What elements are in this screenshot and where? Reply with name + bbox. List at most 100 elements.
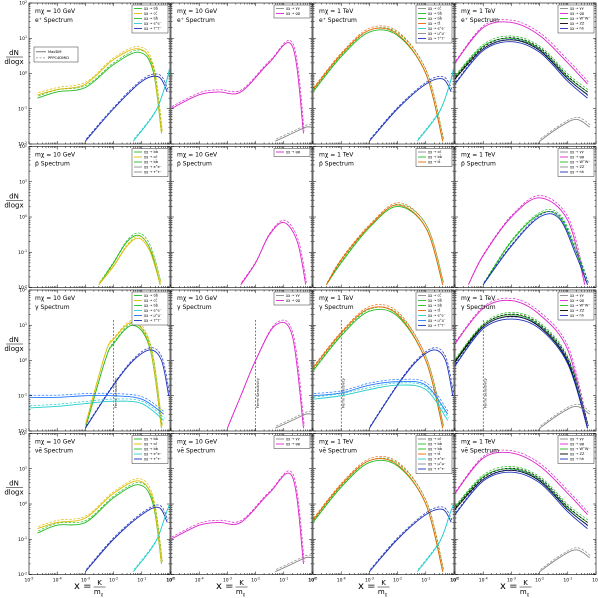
legend-entry: χχ → cc̄ xyxy=(428,7,442,11)
x-tick-label: 10-4 xyxy=(337,577,346,584)
curves xyxy=(468,195,589,285)
series-line-pppc xyxy=(455,467,589,524)
x-tick-label: 10-5 xyxy=(451,577,460,584)
series-line-pppc xyxy=(455,469,589,527)
panel-mass-label: mχ = 10 GeV xyxy=(35,152,76,159)
legend-entry: χχ → e⁺e⁻ xyxy=(144,165,162,169)
series-line-pppc xyxy=(29,398,165,419)
series-line-maddm xyxy=(482,213,588,285)
panel-mass-label: mχ = 10 GeV xyxy=(35,439,76,446)
curves xyxy=(29,319,170,429)
series-line-pppc xyxy=(133,502,170,570)
legend-entry: χχ → e⁺e⁻ xyxy=(144,22,162,26)
series-line-maddm xyxy=(98,237,161,285)
legend-entry: χχ → bb̄ xyxy=(428,298,443,303)
legend-entry: χχ → e⁺e⁻ xyxy=(144,452,162,456)
y-tick-label: 100 xyxy=(19,214,27,221)
series-line-maddm xyxy=(98,234,161,285)
y-tick-label: 100 xyxy=(19,501,27,508)
series-line-pppc xyxy=(38,478,163,562)
y-axis-label-denominator: dlogx xyxy=(4,345,23,353)
legend-entry: χχ → gg xyxy=(570,442,584,446)
legend-entry: χχ → γγ xyxy=(570,7,585,11)
series-line-pppc xyxy=(313,306,444,427)
panel-1-2: mχ = 1 TeV p̄ Spectrum χχ → cc̄χχ → bb̄χχ … xyxy=(312,146,455,288)
series-line-pppc xyxy=(241,219,307,283)
series-line-pppc xyxy=(455,37,589,93)
curves xyxy=(171,470,312,573)
legend-entry: χχ → bb̄ xyxy=(144,16,159,21)
panel-spectrum-label: e⁺ Spectrum xyxy=(461,17,499,24)
panel-spectrum-label: νē Spectrum xyxy=(319,448,357,455)
series-line-pppc xyxy=(38,482,163,562)
x-axis-label-denominator: mχ xyxy=(236,588,246,597)
series-line-maddm xyxy=(539,549,590,573)
legend-entry: χχ → ZZ xyxy=(570,165,585,169)
panel-spectrum-label: e⁺ Spectrum xyxy=(177,17,215,24)
curves xyxy=(455,297,591,429)
panel-frame xyxy=(170,289,313,432)
panel-mass-label: mχ = 10 GeV xyxy=(35,295,76,302)
y-axis-label-numerator: dN xyxy=(9,336,19,344)
panel-mass-label: mχ = 10 GeV xyxy=(177,152,218,159)
panel-2-1: Fermi Sensitivity mχ = 10 GeV γ Spectrum χχ… xyxy=(170,289,313,432)
curves xyxy=(240,219,307,285)
series-line-maddm xyxy=(369,349,454,429)
legend-entry: χχ → τ⁺τ⁻ xyxy=(144,170,162,174)
series-line-pppc xyxy=(483,209,589,283)
series-line-maddm xyxy=(240,221,307,285)
panel-legend: χχ → bb̄χχ → cc̄χχ → bb̄χχ → e⁺e⁻χχ → μ⁺… xyxy=(131,291,169,326)
panel-mass-label: mχ = 1 TeV xyxy=(319,152,354,159)
series-line-maddm xyxy=(369,78,452,142)
curves xyxy=(313,455,454,573)
legend-entry: χχ → cc̄ xyxy=(428,294,442,298)
legend-entry: χχ → bb̄ xyxy=(428,16,443,21)
panel-spectrum-label: p̄ Spectrum xyxy=(177,161,212,168)
panel-grid: 10-2 10-1 100 101 102 mχ = 10 GeV e⁺ Spectrum χ… xyxy=(18,0,598,584)
legend-entry: χχ → ZZ xyxy=(570,452,585,456)
panel-spectrum-label: e⁺ Spectrum xyxy=(319,17,357,24)
legend-entry: χχ → cc̄ xyxy=(144,442,158,446)
panel-legend: χχ → gg xyxy=(273,148,311,157)
series-line-pppc xyxy=(29,392,165,413)
panel-spectrum-label: γ Spectrum xyxy=(35,304,70,311)
series-line-pppc xyxy=(275,411,312,427)
panel-spectrum-label: e⁺ Spectrum xyxy=(35,17,73,24)
x-tick-label: 10-4 xyxy=(53,577,62,584)
legend-entry: χχ → tt̄ xyxy=(428,21,441,26)
series-line-maddm xyxy=(85,349,170,429)
panel-spectrum-label: p̄ Spectrum xyxy=(461,161,496,168)
panel-3-1: 10-5 10-4 10-3 10-2 10-1 100 mχ = 10 GeV νē Spe… xyxy=(167,433,316,584)
series-line-pppc xyxy=(275,124,312,140)
legend-entry: χχ → bb̄ xyxy=(428,446,443,451)
legend-entry: χχ → cc̄ xyxy=(428,150,442,154)
legend-entry: χχ → ZZ xyxy=(570,309,585,313)
series-line-pppc xyxy=(313,304,444,427)
curves xyxy=(171,40,312,142)
y-tick-label: 10-2 xyxy=(18,141,27,148)
series-line-maddm xyxy=(539,405,590,429)
panel-1-0: 10-2 10-1 100 101 102 mχ = 10 GeV p̄ Spectrum χ… xyxy=(18,143,171,291)
y-tick-label: 101 xyxy=(19,466,27,473)
x-tick-label: 100 xyxy=(592,577,598,584)
series-line-pppc xyxy=(369,75,453,140)
legend-entry: χχ → hh xyxy=(570,314,584,318)
legend-entry: χχ → tt̄ xyxy=(428,451,441,456)
series-line-maddm xyxy=(29,394,164,415)
panel-frame xyxy=(170,2,313,145)
panel-spectrum-label: νē Spectrum xyxy=(35,448,73,455)
series-line-pppc xyxy=(133,65,170,140)
series-line-maddm xyxy=(313,27,444,142)
x-tick-label: 10-4 xyxy=(479,577,488,584)
x-axis-label-numerator: K xyxy=(381,579,386,587)
x-axis-label-denominator: mχ xyxy=(94,588,104,597)
series-line-pppc xyxy=(455,449,589,513)
legend-entry: χχ → τ⁺τ⁻ xyxy=(144,457,162,461)
x-tick-label: 10-2 xyxy=(109,577,118,584)
legend-entry: χχ → γγ xyxy=(286,7,301,11)
